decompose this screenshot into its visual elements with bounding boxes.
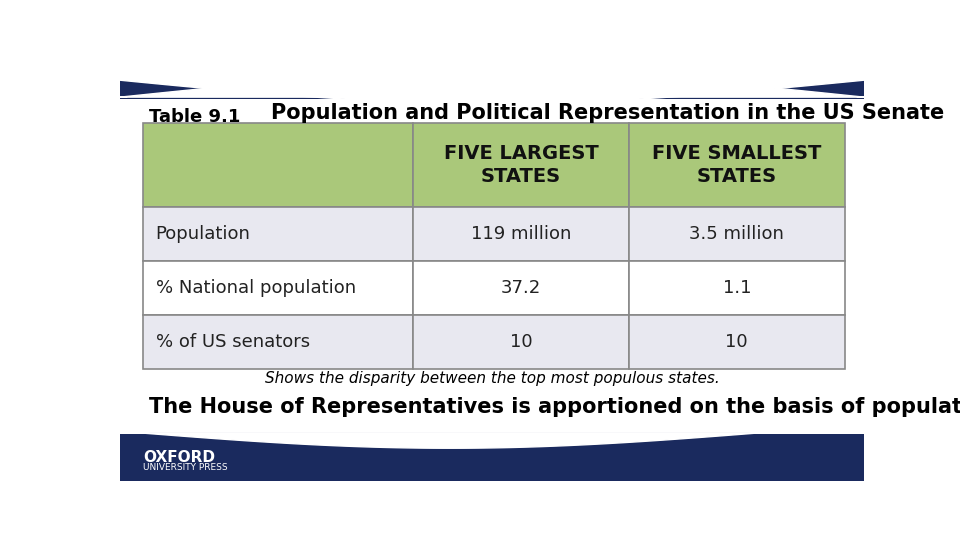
Text: UNIVERSITY PRESS: UNIVERSITY PRESS [143,463,228,472]
Text: The House of Representatives is apportioned on the basis of population: The House of Representatives is apportio… [150,397,960,417]
Text: 1.1: 1.1 [723,279,751,297]
Text: Population and Political Representation in the US Senate: Population and Political Representation … [271,103,945,123]
Text: % of US senators: % of US senators [156,333,310,351]
Text: Population: Population [156,225,251,243]
Bar [413,207,629,261]
Bar [143,315,413,369]
Bar [143,261,413,315]
FancyBboxPatch shape [120,65,864,99]
Bar [629,315,845,369]
Bar [629,123,845,207]
Bar [629,261,845,315]
Bar [143,207,413,261]
Text: 10: 10 [510,333,533,351]
Polygon shape [120,72,864,97]
Text: Shows the disparity between the top most populous states.: Shows the disparity between the top most… [265,370,719,386]
Text: FIVE LARGEST
STATES: FIVE LARGEST STATES [444,144,598,186]
Bar [413,261,629,315]
Text: 10: 10 [726,333,748,351]
Text: 37.2: 37.2 [501,279,541,297]
Bar [143,123,413,207]
Polygon shape [120,65,864,103]
Text: OXFORD: OXFORD [143,450,215,465]
Bar [413,123,629,207]
Polygon shape [120,433,864,481]
Polygon shape [120,65,864,97]
Text: 119 million: 119 million [471,225,571,243]
Bar [413,315,629,369]
Text: % National population: % National population [156,279,356,297]
Bar [629,207,845,261]
Polygon shape [120,433,864,448]
Text: FIVE SMALLEST
STATES: FIVE SMALLEST STATES [652,144,822,186]
Text: Table 9.1: Table 9.1 [150,108,241,126]
Text: 3.5 million: 3.5 million [689,225,784,243]
